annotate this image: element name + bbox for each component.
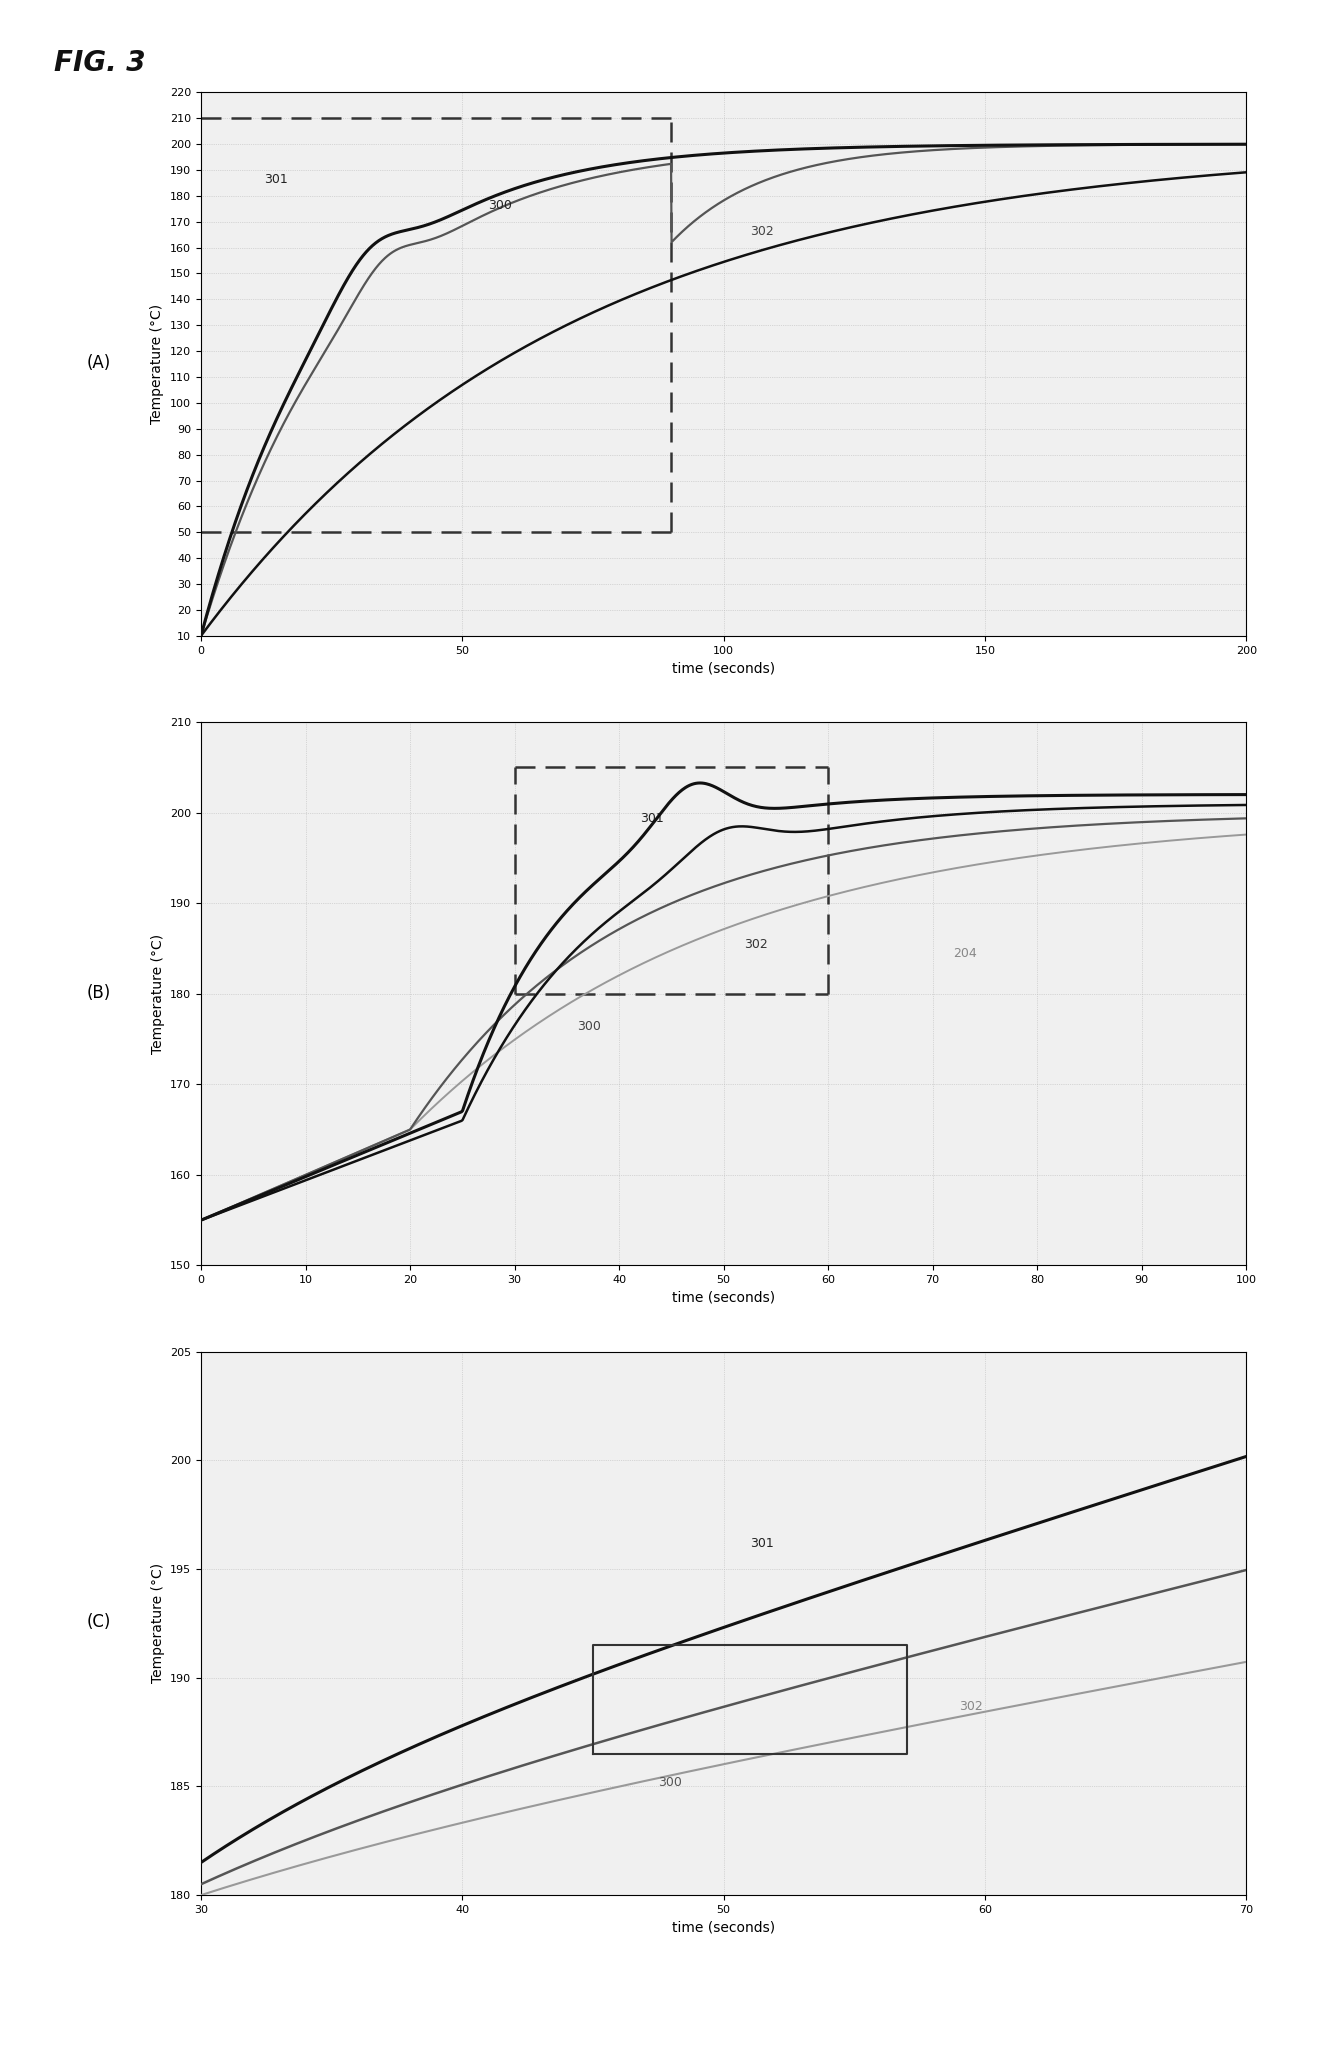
Text: 300: 300 [658, 1776, 682, 1788]
Y-axis label: Temperature (°C): Temperature (°C) [150, 1563, 165, 1684]
X-axis label: time (seconds): time (seconds) [673, 1290, 775, 1304]
Text: 302: 302 [745, 939, 768, 952]
Text: 302: 302 [959, 1700, 982, 1713]
Text: 300: 300 [488, 199, 512, 211]
Text: 301: 301 [264, 172, 288, 187]
Y-axis label: Temperature (°C): Temperature (°C) [150, 933, 165, 1054]
Text: (B): (B) [87, 984, 111, 1001]
X-axis label: time (seconds): time (seconds) [673, 660, 775, 675]
Text: FIG. 3: FIG. 3 [54, 49, 145, 78]
Text: 204: 204 [954, 948, 977, 960]
Text: (C): (C) [87, 1614, 111, 1631]
Text: 301: 301 [750, 1538, 773, 1551]
X-axis label: time (seconds): time (seconds) [673, 1920, 775, 1934]
Y-axis label: Temperature (°C): Temperature (°C) [150, 304, 165, 425]
Text: 301: 301 [641, 812, 663, 825]
Text: 300: 300 [578, 1019, 602, 1034]
Text: (A): (A) [87, 355, 111, 371]
Text: 302: 302 [750, 226, 773, 238]
